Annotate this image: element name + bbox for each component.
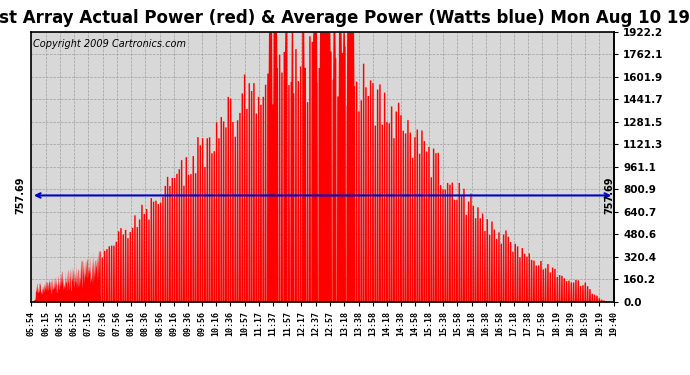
Text: 757.69: 757.69 <box>15 177 26 214</box>
Text: West Array Actual Power (red) & Average Power (Watts blue) Mon Aug 10 19:55: West Array Actual Power (red) & Average … <box>0 9 690 27</box>
Text: 757.69: 757.69 <box>604 177 614 214</box>
Text: Copyright 2009 Cartronics.com: Copyright 2009 Cartronics.com <box>33 39 186 49</box>
